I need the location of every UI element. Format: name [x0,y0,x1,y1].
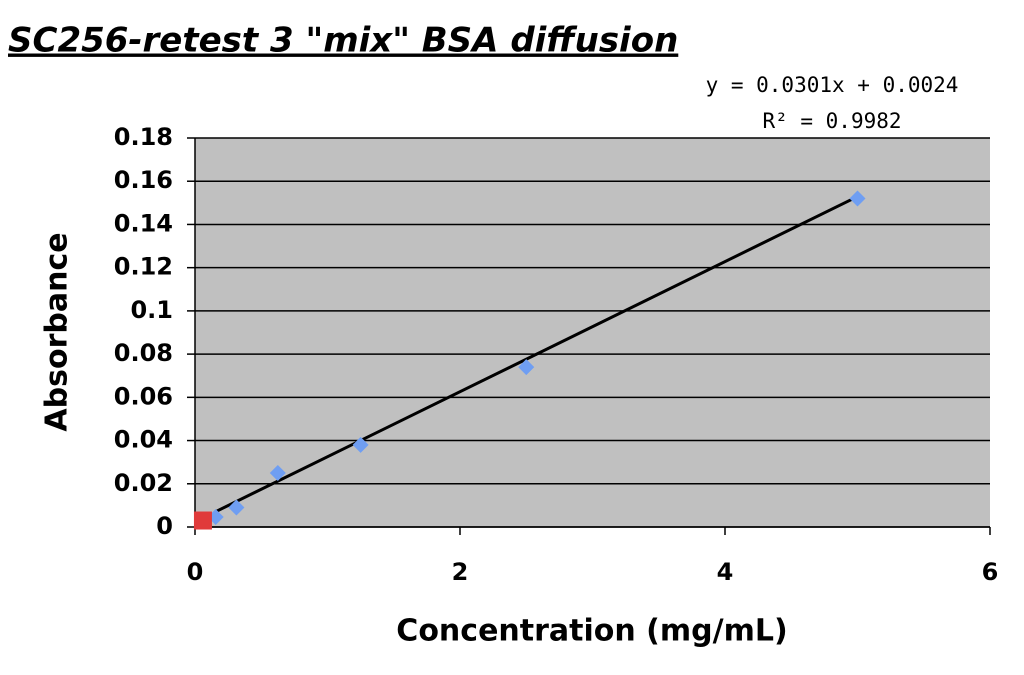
data-point [228,499,245,516]
trendline [215,195,859,514]
chart-title: SC256-retest 3 "mix" BSA diffusion [8,21,678,61]
x-tick-label: 0 [187,558,204,586]
data-point [269,464,286,481]
x-tick-label: 4 [717,558,734,586]
y-tick-label: 0.04 [114,426,173,454]
x-tick-label: 2 [452,558,469,586]
plot-area [195,138,990,527]
x-axis-title: Concentration (mg/mL) [396,614,787,649]
y-tick-label: 0 [156,512,173,540]
y-tick-label: 0.02 [114,469,173,497]
x-tick-label: 6 [982,558,999,586]
data-point [518,359,535,376]
r-squared: R² = 0.9982 [762,109,901,133]
y-tick-label: 0.18 [114,123,173,151]
data-point [193,511,212,530]
y-tick-label: 0.14 [114,209,173,237]
y-tick-label: 0.12 [114,253,173,281]
y-tick-label: 0.16 [114,166,173,194]
y-tick-label: 0.1 [130,296,173,324]
y-tick-label: 0.06 [114,382,173,410]
data-point [849,190,866,207]
trendline-equation: y = 0.0301x + 0.0024 [706,73,959,97]
data-point [352,436,369,453]
y-axis-title: Absorbance [40,232,75,431]
y-tick-label: 0.08 [114,339,173,367]
